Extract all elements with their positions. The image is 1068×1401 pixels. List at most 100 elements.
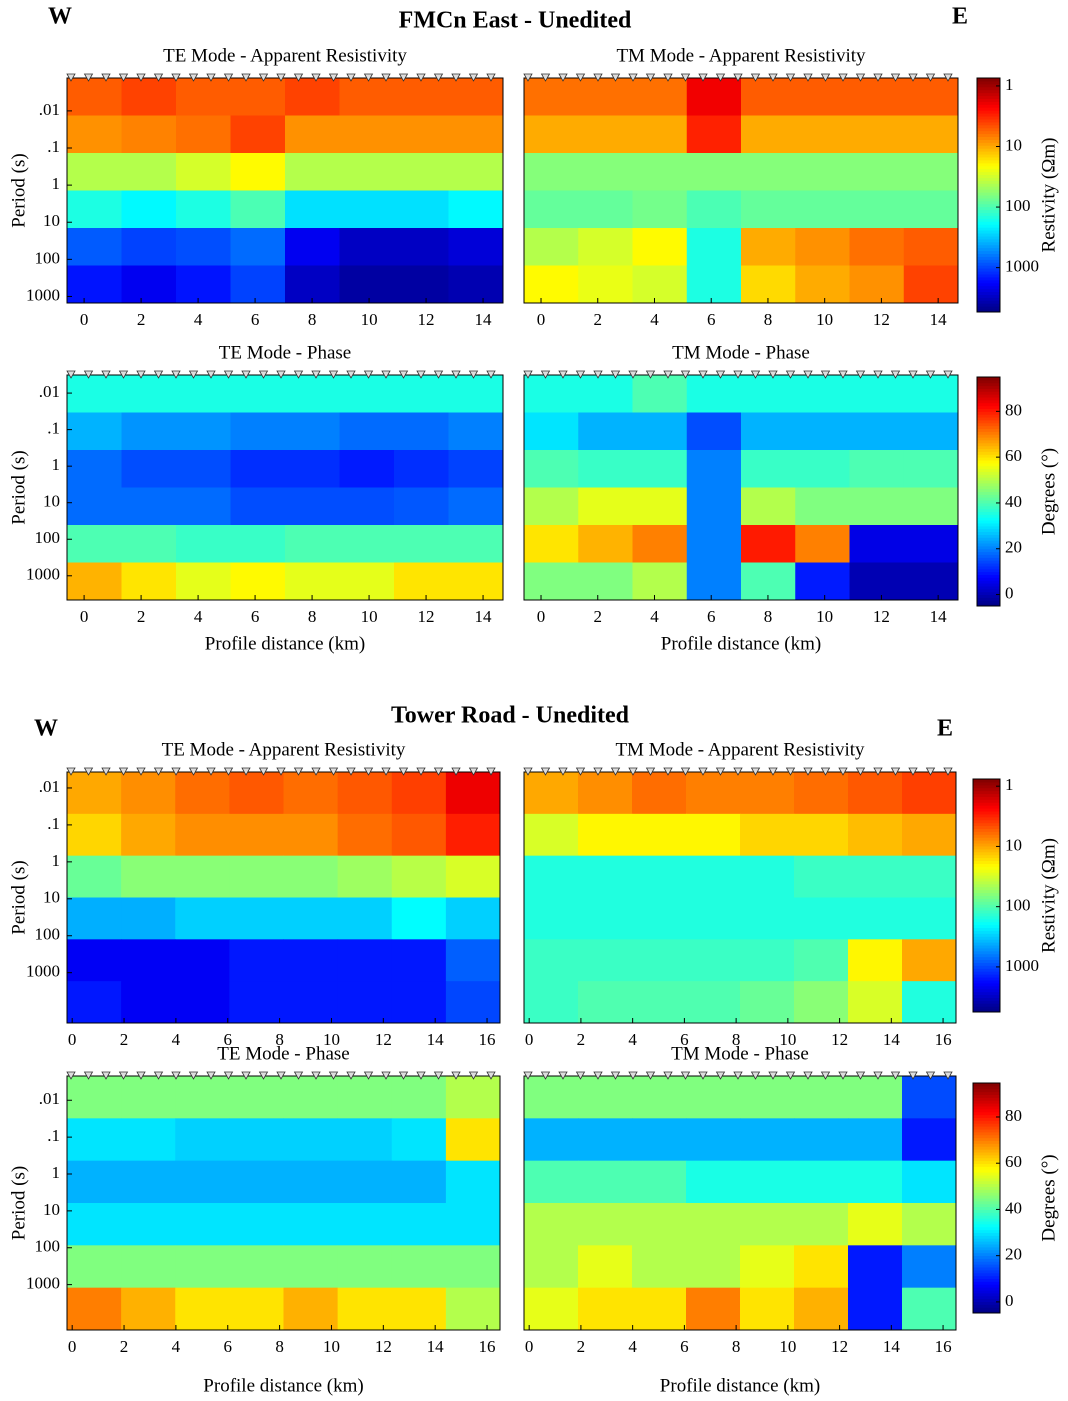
colorbar-step bbox=[977, 534, 1000, 538]
station-marker bbox=[258, 1071, 269, 1080]
colorbar-step bbox=[973, 950, 1000, 955]
heat-cell bbox=[67, 450, 122, 488]
plot-frame bbox=[66, 771, 501, 1024]
station-marker bbox=[645, 73, 656, 82]
colorbar-step bbox=[973, 907, 1000, 911]
y-tick-label: 100 bbox=[35, 1237, 61, 1256]
heat-cell bbox=[794, 897, 849, 940]
station-marker bbox=[593, 73, 603, 82]
y-tick-label: .1 bbox=[47, 1126, 60, 1145]
colorbar-step bbox=[973, 942, 1000, 946]
heat-cell bbox=[121, 1118, 176, 1162]
heat-cell bbox=[902, 1245, 957, 1289]
x-tick-label: 0 bbox=[80, 310, 89, 329]
colorbar-step bbox=[977, 230, 1000, 234]
heat-cell bbox=[740, 813, 795, 857]
plot-frame bbox=[523, 374, 959, 601]
colorbar-label: Degrees (°) bbox=[1038, 448, 1059, 535]
heat-cell bbox=[524, 525, 579, 563]
station-marker bbox=[610, 1071, 621, 1080]
heat-cell bbox=[740, 897, 795, 940]
colorbar-step bbox=[977, 159, 1000, 164]
colorbar-step bbox=[977, 417, 1000, 421]
station-marker bbox=[451, 370, 461, 379]
station-marker bbox=[328, 767, 339, 776]
colorbar-step bbox=[977, 502, 1000, 507]
heat-cell bbox=[902, 813, 957, 857]
colorbar-label: Restivity (Ωm) bbox=[1038, 838, 1059, 953]
colorbar-step bbox=[973, 1235, 1000, 1239]
colorbar-step bbox=[977, 113, 1000, 117]
heat-cell bbox=[741, 153, 796, 191]
heat-cell bbox=[795, 190, 850, 229]
colorbar-step bbox=[977, 574, 1000, 578]
heat-cell bbox=[578, 562, 633, 601]
station-marker bbox=[593, 1071, 603, 1080]
heat-cell bbox=[848, 897, 903, 940]
heat-cell bbox=[67, 1287, 122, 1331]
colorbar-step bbox=[973, 822, 1000, 827]
station-marker bbox=[540, 1071, 551, 1080]
station-marker bbox=[855, 73, 866, 82]
station-marker bbox=[433, 370, 444, 379]
panel-title: TM Mode - Phase bbox=[671, 1043, 809, 1064]
heat-cell bbox=[740, 772, 795, 815]
colorbar-step bbox=[977, 514, 1000, 518]
station-marker bbox=[416, 370, 426, 379]
heat-cell bbox=[339, 153, 395, 191]
station-marker bbox=[206, 73, 216, 82]
colorbar-step bbox=[977, 104, 1000, 108]
colorbar-step bbox=[973, 1143, 1000, 1147]
heat-cell bbox=[632, 228, 688, 266]
y-axis-label: Period (s) bbox=[8, 153, 29, 227]
y-tick-label: 100 bbox=[35, 925, 61, 944]
colorbar-tick-label: 10 bbox=[1005, 835, 1022, 854]
heat-cell bbox=[175, 1160, 230, 1204]
station-marker bbox=[451, 73, 461, 82]
colorbar-step bbox=[973, 1117, 1000, 1121]
heat-cell bbox=[849, 375, 905, 413]
colorbar-step bbox=[973, 834, 1000, 838]
heat-cell bbox=[176, 525, 231, 563]
heat-cell bbox=[229, 1160, 284, 1204]
colorbar-step bbox=[977, 388, 1000, 392]
station-marker bbox=[768, 1071, 778, 1080]
heat-cell bbox=[578, 265, 633, 304]
heat-cell bbox=[229, 1203, 284, 1246]
colorbar-step bbox=[973, 790, 1000, 795]
colorbar-step bbox=[973, 930, 1000, 934]
heat-cell bbox=[283, 1287, 339, 1331]
station-marker bbox=[750, 1071, 761, 1080]
colorbar-step bbox=[973, 1287, 1000, 1291]
colorbar-step bbox=[977, 448, 1000, 452]
heat-cell bbox=[632, 1245, 687, 1289]
x-axis-label: Profile distance (km) bbox=[661, 633, 821, 654]
colorbar-step bbox=[973, 784, 1000, 789]
station-marker bbox=[820, 73, 831, 82]
heat-cell bbox=[848, 813, 903, 857]
heat-cell bbox=[524, 1076, 579, 1119]
heat-cell bbox=[285, 228, 340, 266]
station-marker bbox=[890, 73, 901, 82]
y-tick-label: 1 bbox=[52, 851, 61, 870]
station-marker bbox=[328, 1071, 339, 1080]
station-marker bbox=[66, 767, 76, 776]
colorbar-step bbox=[977, 411, 1000, 415]
heat-cell bbox=[524, 115, 579, 154]
heat-cell bbox=[903, 450, 959, 488]
colorbar-step bbox=[973, 1223, 1000, 1228]
heat-cell bbox=[121, 562, 177, 601]
heat-cell bbox=[795, 153, 850, 191]
colorbar-step bbox=[977, 571, 1000, 576]
station-marker bbox=[223, 73, 234, 82]
heat-cell bbox=[285, 265, 340, 304]
colorbar-tick-label: 20 bbox=[1005, 1245, 1022, 1264]
station-marker bbox=[136, 370, 146, 379]
colorbar-frame bbox=[976, 77, 1001, 313]
heat-cell bbox=[394, 525, 449, 563]
colorbar-step bbox=[973, 1255, 1000, 1259]
colorbar-step bbox=[977, 154, 1000, 158]
heat-cell bbox=[230, 228, 286, 266]
heat-cell bbox=[902, 1160, 957, 1204]
colorbar-step bbox=[973, 968, 1000, 972]
